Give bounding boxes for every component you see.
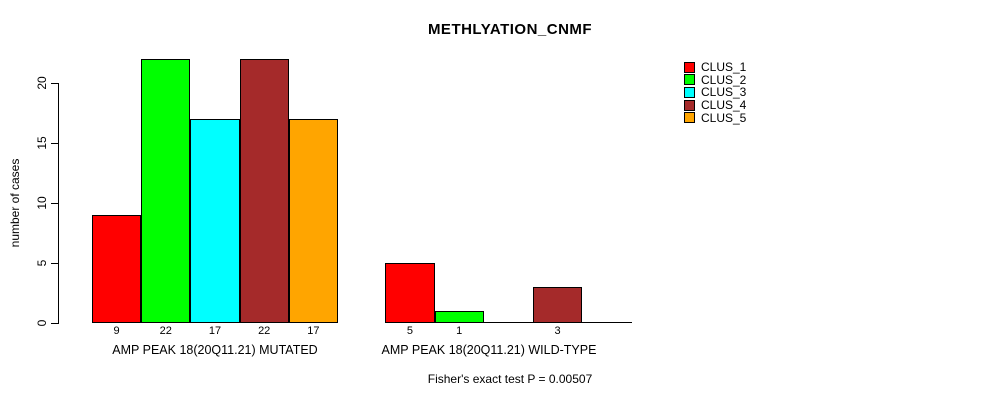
bar-value-clus_2-mutated: 22 bbox=[159, 325, 172, 337]
bar-clus_3-wild-type-zero bbox=[483, 322, 534, 323]
bar-clus_2-mutated bbox=[141, 59, 191, 323]
y-tick-label-5: 5 bbox=[35, 259, 49, 267]
bar-clus_4-wild-type bbox=[533, 287, 583, 323]
bar-clus_5-wild-type-zero bbox=[582, 322, 633, 323]
bar-value-clus_4-mutated: 22 bbox=[258, 325, 271, 337]
y-tick-mark-20 bbox=[51, 83, 59, 84]
legend-row-clus_3: CLUS_3 bbox=[684, 86, 746, 99]
legend-label-clus_3: CLUS_3 bbox=[701, 85, 747, 100]
legend-swatch-clus_3 bbox=[684, 86, 695, 98]
y-tick-label-0: 0 bbox=[35, 319, 49, 327]
legend-label-clus_4: CLUS_4 bbox=[701, 98, 747, 113]
bar-value-clus_5-mutated: 17 bbox=[307, 325, 320, 337]
legend-row-clus_5: CLUS_5 bbox=[684, 111, 746, 124]
legend-row-clus_2: CLUS_2 bbox=[684, 74, 746, 87]
legend-label-clus_2: CLUS_2 bbox=[701, 72, 747, 87]
group-label-wild-type: AMP PEAK 18(20Q11.21) WILD-TYPE bbox=[381, 343, 597, 357]
chart-title: METHLYATION_CNMF bbox=[427, 21, 593, 38]
group-label-mutated: AMP PEAK 18(20Q11.21) MUTATED bbox=[112, 343, 318, 357]
bar-clus_5-mutated bbox=[288, 119, 338, 323]
bar-clus_1-mutated bbox=[92, 215, 142, 323]
bar-value-clus_1-mutated: 9 bbox=[113, 325, 120, 337]
y-tick-label-10: 10 bbox=[35, 196, 49, 210]
legend-label-clus_1: CLUS_1 bbox=[701, 60, 747, 75]
y-tick-mark-0 bbox=[51, 323, 59, 324]
bar-clus_3-mutated bbox=[190, 119, 240, 323]
y-tick-label-15: 15 bbox=[35, 136, 49, 150]
y-tick-mark-5 bbox=[51, 263, 59, 264]
bar-clus_2-wild-type bbox=[434, 311, 484, 323]
legend: CLUS_1 CLUS_2 CLUS_3 CLUS_4 CLUS_5 bbox=[684, 61, 746, 124]
y-tick-label-20: 20 bbox=[35, 76, 49, 90]
legend-swatch-clus_4 bbox=[684, 99, 695, 111]
legend-row-clus_4: CLUS_4 bbox=[684, 99, 746, 112]
bar-value-clus_2-wild-type: 1 bbox=[456, 325, 463, 337]
bar-value-clus_3-mutated: 17 bbox=[208, 325, 222, 337]
bar-value-clus_4-wild-type: 3 bbox=[554, 325, 561, 337]
y-axis-title: number of cases bbox=[8, 158, 22, 248]
legend-swatch-clus_2 bbox=[684, 74, 695, 86]
y-tick-mark-15 bbox=[51, 143, 59, 144]
fisher-test-caption: Fisher's exact test P = 0.00507 bbox=[427, 372, 593, 386]
bar-clus_4-mutated bbox=[239, 59, 289, 323]
bar-value-clus_1-wild-type: 5 bbox=[406, 325, 414, 337]
y-tick-mark-10 bbox=[51, 203, 59, 204]
legend-row-clus_1: CLUS_1 bbox=[684, 61, 746, 74]
legend-label-clus_5: CLUS_5 bbox=[701, 110, 747, 125]
legend-swatch-clus_1 bbox=[684, 61, 695, 73]
legend-swatch-clus_5 bbox=[684, 112, 695, 124]
bar-clus_1-wild-type bbox=[385, 263, 435, 323]
